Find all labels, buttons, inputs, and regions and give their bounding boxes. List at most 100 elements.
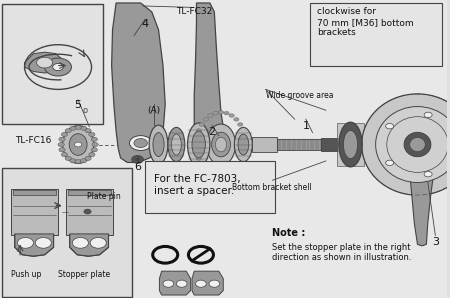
Circle shape xyxy=(208,114,213,117)
Circle shape xyxy=(242,136,248,139)
Polygon shape xyxy=(368,168,370,172)
Circle shape xyxy=(203,168,208,171)
Circle shape xyxy=(229,172,234,175)
Polygon shape xyxy=(192,271,223,295)
Text: Plate pin: Plate pin xyxy=(87,192,121,201)
Polygon shape xyxy=(376,107,380,111)
Circle shape xyxy=(386,123,394,129)
Polygon shape xyxy=(394,190,399,192)
Circle shape xyxy=(91,148,97,152)
Ellipse shape xyxy=(69,134,87,155)
Circle shape xyxy=(218,111,224,114)
Polygon shape xyxy=(443,187,448,190)
Text: 2: 2 xyxy=(208,127,216,137)
Circle shape xyxy=(218,175,224,179)
Polygon shape xyxy=(400,95,405,96)
Circle shape xyxy=(132,156,144,163)
Circle shape xyxy=(59,137,65,141)
Polygon shape xyxy=(429,193,435,194)
Ellipse shape xyxy=(216,137,227,152)
Circle shape xyxy=(224,111,229,115)
Circle shape xyxy=(234,168,239,171)
Ellipse shape xyxy=(63,126,94,163)
Circle shape xyxy=(70,126,76,130)
Circle shape xyxy=(229,114,234,117)
Circle shape xyxy=(80,159,86,163)
Ellipse shape xyxy=(149,125,168,164)
Circle shape xyxy=(424,112,432,117)
Text: 1: 1 xyxy=(302,121,309,131)
Polygon shape xyxy=(387,187,392,190)
Bar xyxy=(337,123,364,166)
Polygon shape xyxy=(387,100,392,102)
Circle shape xyxy=(213,174,218,178)
Bar xyxy=(68,190,111,195)
Polygon shape xyxy=(422,194,427,195)
Circle shape xyxy=(75,159,81,164)
Polygon shape xyxy=(363,155,364,160)
Text: 6: 6 xyxy=(134,162,141,173)
Circle shape xyxy=(240,129,246,132)
Circle shape xyxy=(130,136,152,150)
Circle shape xyxy=(35,238,51,248)
Circle shape xyxy=(89,153,95,157)
Ellipse shape xyxy=(212,132,230,157)
Bar xyxy=(66,189,113,235)
Text: For the FC-7803,
insert a spacer.: For the FC-7803, insert a spacer. xyxy=(154,174,241,196)
Circle shape xyxy=(84,209,91,214)
Bar xyxy=(277,139,321,150)
Polygon shape xyxy=(436,190,441,192)
Circle shape xyxy=(134,139,147,148)
Circle shape xyxy=(213,111,218,115)
Polygon shape xyxy=(15,234,54,256)
Circle shape xyxy=(36,57,53,68)
Circle shape xyxy=(240,157,246,160)
Circle shape xyxy=(85,156,91,160)
Polygon shape xyxy=(159,271,191,295)
Circle shape xyxy=(163,280,174,287)
Circle shape xyxy=(203,118,208,121)
Polygon shape xyxy=(70,234,108,256)
Circle shape xyxy=(135,158,140,161)
Circle shape xyxy=(238,123,243,126)
Polygon shape xyxy=(365,123,367,128)
Circle shape xyxy=(65,156,71,160)
Ellipse shape xyxy=(238,134,249,155)
Polygon shape xyxy=(436,97,441,99)
Polygon shape xyxy=(372,112,375,116)
Circle shape xyxy=(59,148,65,152)
Circle shape xyxy=(196,129,202,132)
Ellipse shape xyxy=(188,123,210,166)
Ellipse shape xyxy=(399,126,436,163)
Ellipse shape xyxy=(168,128,185,162)
Bar xyxy=(252,137,277,152)
Text: 3: 3 xyxy=(432,237,439,247)
Ellipse shape xyxy=(362,94,450,195)
Circle shape xyxy=(386,160,394,166)
Circle shape xyxy=(91,137,97,141)
Ellipse shape xyxy=(339,122,362,167)
Polygon shape xyxy=(112,3,165,162)
Circle shape xyxy=(176,280,187,287)
Circle shape xyxy=(89,132,95,136)
Ellipse shape xyxy=(171,134,181,155)
Polygon shape xyxy=(382,183,386,186)
Circle shape xyxy=(199,123,204,126)
Circle shape xyxy=(224,174,229,178)
Circle shape xyxy=(58,142,64,147)
Polygon shape xyxy=(368,117,370,121)
Circle shape xyxy=(234,118,239,121)
Circle shape xyxy=(208,172,213,175)
Circle shape xyxy=(209,280,220,287)
Circle shape xyxy=(448,142,450,147)
Polygon shape xyxy=(194,3,223,149)
Polygon shape xyxy=(25,52,63,73)
Circle shape xyxy=(196,280,206,287)
Circle shape xyxy=(18,238,33,248)
Circle shape xyxy=(53,63,63,71)
Polygon shape xyxy=(382,103,386,106)
Bar xyxy=(14,190,56,195)
Polygon shape xyxy=(400,193,405,194)
Ellipse shape xyxy=(376,107,450,182)
Text: Stopper plate: Stopper plate xyxy=(58,270,110,279)
